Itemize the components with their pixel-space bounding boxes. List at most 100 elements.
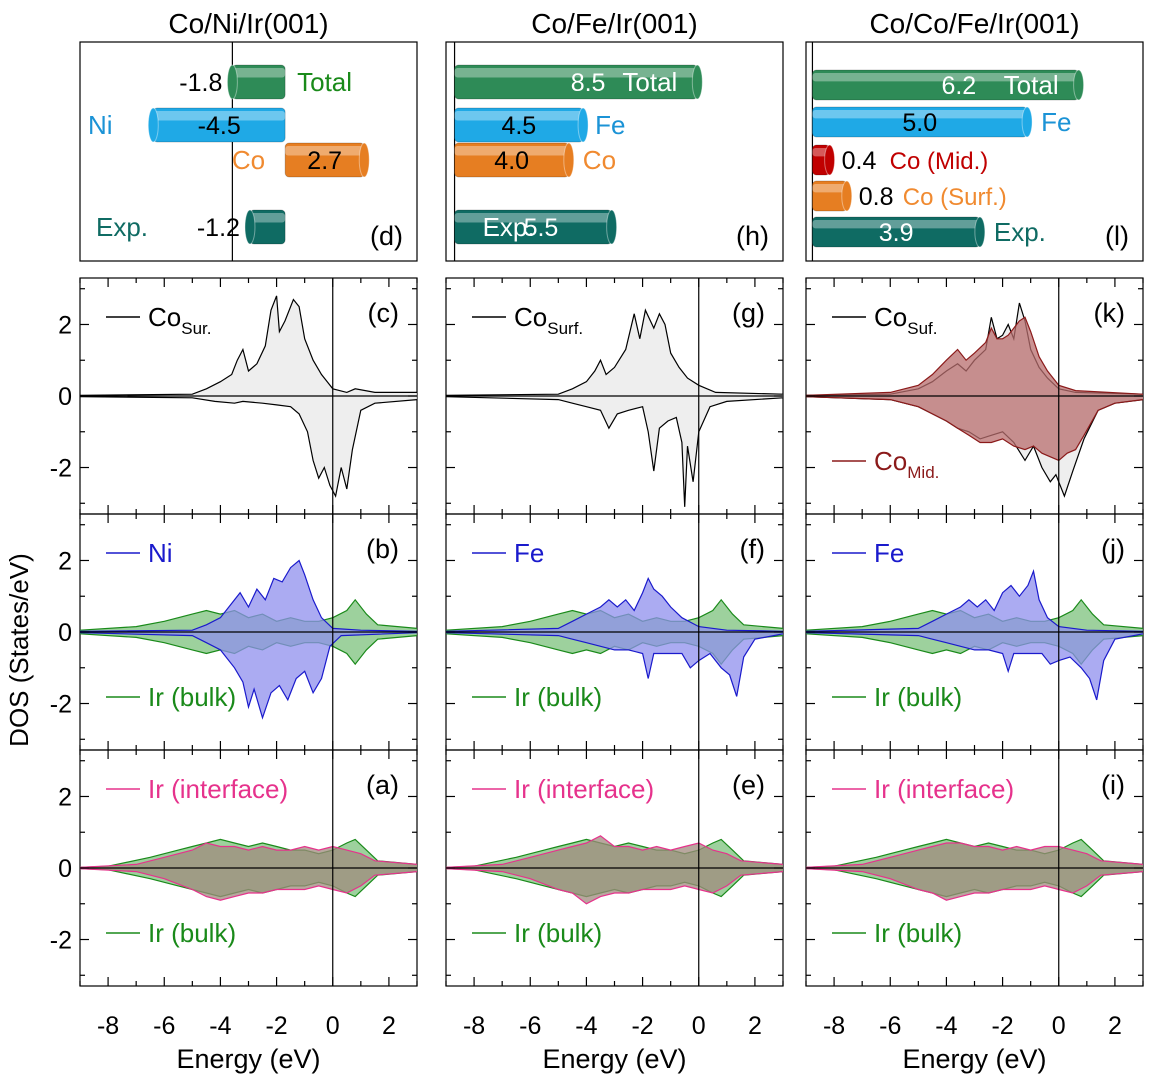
x-tick-label: -2 — [631, 1012, 653, 1040]
bar-category-label: Total — [622, 67, 677, 97]
bar-chart-title: Co/Ni/Ir(001) — [168, 8, 328, 39]
panel-label: (e) — [732, 770, 765, 800]
dos-line-spin-up — [445, 576, 784, 632]
dos-line-spin-down — [445, 632, 784, 697]
panel-label: (f) — [740, 534, 765, 564]
bar-category-label: Co (Surf.) — [903, 184, 1007, 211]
dos-panel-a: -2 0 2 Ir (interface) Ir (bulk) (a) — [50, 749, 418, 987]
legend-label: Ir (interface) — [148, 774, 288, 804]
bar-chart-frame — [445, 41, 784, 262]
y-tick-label: 2 — [58, 547, 72, 575]
bar-highlight — [454, 68, 698, 78]
x-tick-label: 2 — [1108, 1012, 1122, 1040]
x-tick-label: -6 — [879, 1012, 901, 1040]
bar-category-label: Ni — [88, 110, 113, 140]
bar-cap — [226, 64, 238, 100]
bar-category-label: Total — [297, 67, 352, 97]
bar-highlight — [232, 68, 286, 78]
bar-cap — [691, 64, 703, 100]
bar-cap — [1021, 106, 1033, 138]
dos-x-axis-3: -8 -6 -4 -2 0 2 Energy (eV) — [823, 1012, 1122, 1074]
legend-label: Ir (bulk) — [874, 682, 962, 712]
bar-value-label: -4.5 — [198, 112, 241, 140]
bar-category-label: Co — [232, 145, 265, 175]
bar-chart-frame — [79, 41, 418, 262]
bar-value-label: 5.5 — [524, 214, 559, 242]
dos-fill-up — [446, 310, 783, 396]
dos-line-spin-down — [445, 396, 784, 507]
bar-cap — [244, 209, 256, 245]
bar-cap — [974, 216, 986, 248]
dos-fill-down — [806, 632, 1143, 700]
x-tick-label: -4 — [935, 1012, 957, 1040]
dos-fill-down — [80, 632, 417, 718]
bar-cap — [147, 107, 159, 143]
bar-value-label: 8.5 — [571, 69, 606, 97]
bar-value-label: 5.0 — [902, 109, 937, 137]
dos-line-spin-down — [79, 632, 418, 720]
x-tick-label: -8 — [823, 1012, 845, 1040]
dos-line-spin-up — [805, 838, 1144, 868]
panel-label: (h) — [736, 221, 769, 251]
dos-line-spin-up — [805, 842, 1144, 868]
dos-line-spin-down — [805, 632, 1144, 701]
bar-category-label: Exp. — [994, 217, 1046, 247]
x-axis-label: Energy (eV) — [902, 1044, 1046, 1074]
bar-chart-3: Co/Co/Fe/Ir(001) 6.2 Total 5.0 Fe 0.4 Co (Mid.… — [805, 8, 1144, 262]
dos-line-spin-down — [79, 396, 418, 498]
y-tick-label: -2 — [50, 927, 72, 955]
panel-label: (c) — [368, 298, 399, 328]
legend-label: Fe — [874, 538, 904, 568]
x-axis-label: Energy (eV) — [542, 1044, 686, 1074]
legend-label: CoSurf. — [514, 302, 583, 338]
dos-x-axis-1: -8 -6 -4 -2 0 2 Energy (eV) — [97, 1012, 396, 1074]
x-tick-label: 0 — [1052, 1012, 1066, 1040]
legend-label: CoSuf. — [874, 302, 938, 338]
bar-highlight — [454, 146, 569, 156]
bar-value-label: 2.7 — [307, 147, 342, 175]
dos-panel-i: Ir (interface) Ir (bulk) (i) — [805, 749, 1144, 987]
y-tick-label: -2 — [50, 691, 72, 719]
x-tick-label: -6 — [153, 1012, 175, 1040]
bar-highlight — [812, 73, 1079, 82]
dos-fill-up — [806, 317, 1143, 396]
panel-label: (k) — [1094, 298, 1125, 328]
dos-line-spin-up — [805, 316, 1144, 396]
legend-label: CoSur. — [148, 302, 212, 338]
dos-line-spin-up — [79, 559, 418, 632]
dos-fill-up — [80, 560, 417, 632]
bar-chart-1: Co/Ni/Ir(001) -1.8 Total -4.5 Ni 2.7 Co -1.2 Exp… — [79, 8, 418, 262]
dos-panel-e: Ir (interface) Ir (bulk) (e) — [445, 749, 784, 987]
panel-label: (j) — [1101, 534, 1125, 564]
legend-label: Ir (bulk) — [148, 918, 236, 948]
y-tick-label: 0 — [58, 383, 72, 411]
dos-line-spin-up — [445, 835, 784, 868]
dos-line-spin-down — [805, 396, 1144, 462]
dos-panel-c: -2 0 2 CoSur. (c) — [50, 277, 418, 515]
y-tick-label: 0 — [58, 855, 72, 883]
bar-category-label: Fe — [595, 110, 625, 140]
x-tick-label: -6 — [519, 1012, 541, 1040]
bar-cap — [824, 144, 836, 176]
bar-highlight — [153, 111, 286, 121]
bar-highlight — [812, 184, 847, 193]
dos-line-spin-up — [445, 308, 784, 396]
dos-fill-down — [806, 396, 1143, 461]
legend-label: CoMid. — [874, 446, 939, 482]
bar-category-label: Exp. — [483, 212, 535, 242]
bar-chart-frame — [805, 41, 1144, 262]
bar-cap — [563, 142, 575, 178]
y-axis-label: DOS (States/eV) — [4, 553, 34, 747]
bar-chart-title: Co/Co/Fe/Ir(001) — [869, 8, 1079, 39]
dos-panel-k: CoSuf. CoMid. (k) — [805, 277, 1144, 515]
bar-value-label: -1.8 — [179, 69, 222, 97]
x-tick-label: -4 — [575, 1012, 597, 1040]
legend-label: Ir (interface) — [514, 774, 654, 804]
panel-label: (a) — [366, 770, 399, 800]
panel-label: (l) — [1105, 221, 1129, 251]
panel-label: (i) — [1101, 770, 1125, 800]
bar-highlight — [454, 111, 584, 121]
dos-panel-f: Fe Ir (bulk) (f) — [445, 513, 784, 751]
bar-category-label: Exp. — [96, 212, 148, 242]
